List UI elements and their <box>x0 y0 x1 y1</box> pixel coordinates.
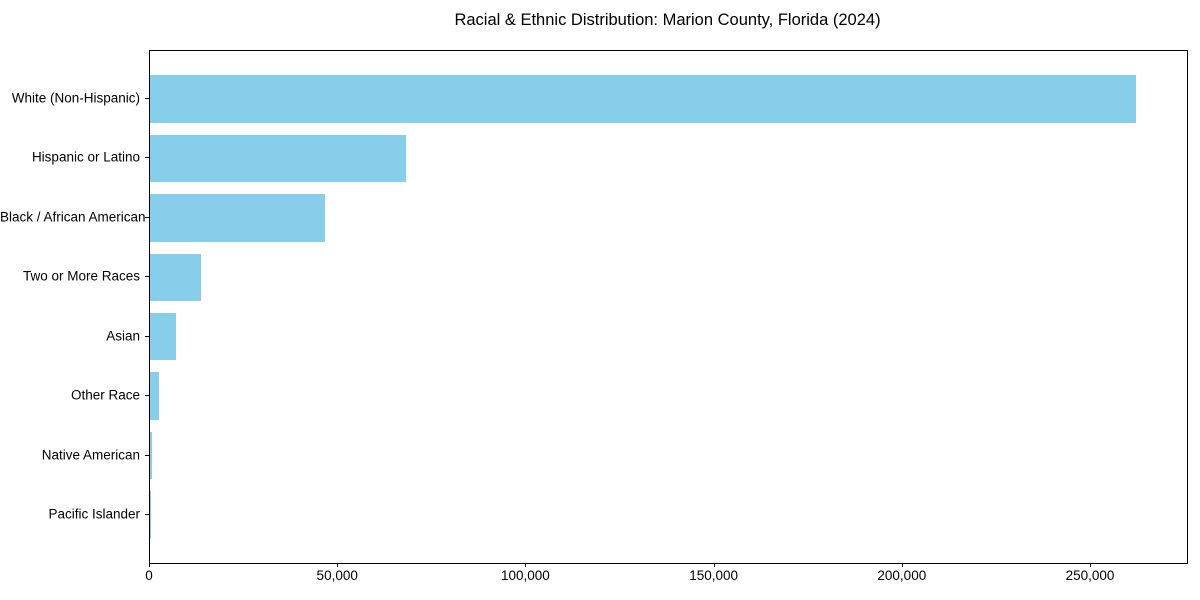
y-tick-label-white-non-hispanic: White (Non-Hispanic) <box>11 90 140 106</box>
x-tick <box>713 563 715 567</box>
x-tick-label-250-000: 250,000 <box>1065 568 1115 583</box>
bar-native-american <box>150 431 152 480</box>
x-tick <box>149 563 150 567</box>
y-tick-label-two-or-more-races: Two or More Races <box>22 268 140 284</box>
y-tick-label-asian: Asian <box>106 328 140 344</box>
plot-area <box>149 50 1188 564</box>
x-tick <box>901 563 903 567</box>
bar-pacific-islander <box>150 491 151 539</box>
y-tick-label-native-american: Native American <box>41 447 140 463</box>
x-tick <box>525 563 527 567</box>
y-tick-label-black-african-american: Black / African American <box>0 209 146 225</box>
y-tick <box>145 216 149 218</box>
y-tick <box>145 454 149 456</box>
bar-white-non-hispanic <box>150 75 1137 123</box>
y-tick <box>145 276 149 278</box>
x-tick-label-200-000: 200,000 <box>877 568 927 583</box>
y-tick <box>145 395 149 397</box>
bar-black-african-american <box>150 194 326 242</box>
bar-other-race <box>150 372 160 420</box>
bar-asian <box>150 312 177 361</box>
y-tick <box>145 157 149 159</box>
bar-two-or-more-races <box>150 253 201 302</box>
x-tick-label-100-000: 100,000 <box>501 568 550 583</box>
x-tick-label-0: 0 <box>145 568 153 583</box>
y-tick-label-pacific-islander: Pacific Islander <box>48 506 140 522</box>
x-tick-label-50-000: 50,000 <box>316 568 358 583</box>
y-tick <box>145 98 149 99</box>
y-tick <box>145 514 149 515</box>
y-tick <box>145 335 149 337</box>
x-tick <box>337 563 339 567</box>
x-tick <box>1090 563 1092 567</box>
chart-title: Racial & Ethnic Distribution: Marion Cou… <box>454 11 881 29</box>
bar-hispanic-or-latino <box>150 134 406 183</box>
y-tick-label-hispanic-or-latino: Hispanic or Latino <box>31 149 140 165</box>
y-tick-label-other-race: Other Race <box>70 387 140 403</box>
x-tick-label-150-000: 150,000 <box>689 568 739 583</box>
